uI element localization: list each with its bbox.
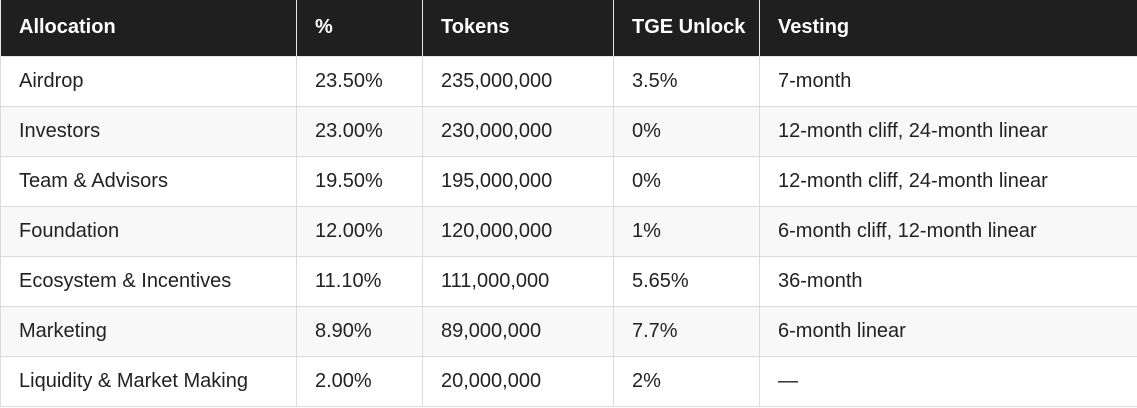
table-cell: 111,000,000: [422, 255, 614, 307]
table-cell: 6-month linear: [759, 305, 1137, 357]
table-row: Liquidity & Market Making 2.00% 20,000,000…: [0, 355, 1137, 407]
table-cell: 3.5%: [613, 55, 760, 107]
table-row: Airdrop 23.50% 235,000,000 3.5% 7-month: [0, 55, 1137, 107]
table-cell: 7-month: [759, 55, 1137, 107]
header-cell: %: [296, 0, 423, 57]
table-cell: 89,000,000: [422, 305, 614, 357]
table-cell: 6-month cliff, 12-month linear: [759, 205, 1137, 257]
table-row: Team & Advisors 19.50% 195,000,000 0% 12-mon…: [0, 155, 1137, 207]
table-cell: 5.65%: [613, 255, 760, 307]
table-cell: 36-month: [759, 255, 1137, 307]
table-cell: 1%: [613, 205, 760, 257]
table-cell: 0%: [613, 105, 760, 157]
table-cell: 23.00%: [296, 105, 423, 157]
table-header: Allocation% Tokens TGE Unlock Vesting: [0, 0, 1137, 57]
table-cell: Liquidity & Market Making: [0, 355, 297, 407]
header-cell: Vesting: [759, 0, 1137, 57]
table-cell: Marketing: [0, 305, 297, 357]
table-cell: 120,000,000: [422, 205, 614, 257]
table-row: Investors 23.00% 230,000,000 0% 12-month cli…: [0, 105, 1137, 157]
header-row: Allocation% Tokens TGE Unlock Vesting: [0, 0, 1137, 57]
table-cell: Investors: [0, 105, 297, 157]
table-cell: 12-month cliff, 24-month linear: [759, 155, 1137, 207]
table-cell: 12.00%: [296, 205, 423, 257]
table-cell: 2.00%: [296, 355, 423, 407]
table-cell: Airdrop: [0, 55, 297, 107]
table-cell: Ecosystem & Incentives: [0, 255, 297, 307]
header-cell: Allocation: [0, 0, 297, 57]
table-cell: 0%: [613, 155, 760, 207]
table-cell: 230,000,000: [422, 105, 614, 157]
table-row: Ecosystem & Incentives 11.10% 111,000,000 5…: [0, 255, 1137, 307]
header-cell: Tokens: [422, 0, 614, 57]
table-cell: 235,000,000: [422, 55, 614, 107]
header-cell: TGE Unlock: [613, 0, 760, 57]
table-row: Foundation 12.00% 120,000,000 1% 6-month cli…: [0, 205, 1137, 257]
table-cell: 12-month cliff, 24-month linear: [759, 105, 1137, 157]
table-cell: 7.7%: [613, 305, 760, 357]
table-cell: 20,000,000: [422, 355, 614, 407]
table-cell: 2%: [613, 355, 760, 407]
table-body: Airdrop 23.50% 235,000,000 3.5% 7-month Inves…: [0, 55, 1137, 407]
table-cell: 23.50%: [296, 55, 423, 107]
table-cell: 19.50%: [296, 155, 423, 207]
table-cell: Foundation: [0, 205, 297, 257]
table-row: Marketing 8.90% 89,000,000 7.7% 6-month line…: [0, 305, 1137, 357]
table-cell: Team & Advisors: [0, 155, 297, 207]
table-cell: —: [759, 355, 1137, 407]
table-cell: 195,000,000: [422, 155, 614, 207]
table-cell: 11.10%: [296, 255, 423, 307]
table-cell: 8.90%: [296, 305, 423, 357]
